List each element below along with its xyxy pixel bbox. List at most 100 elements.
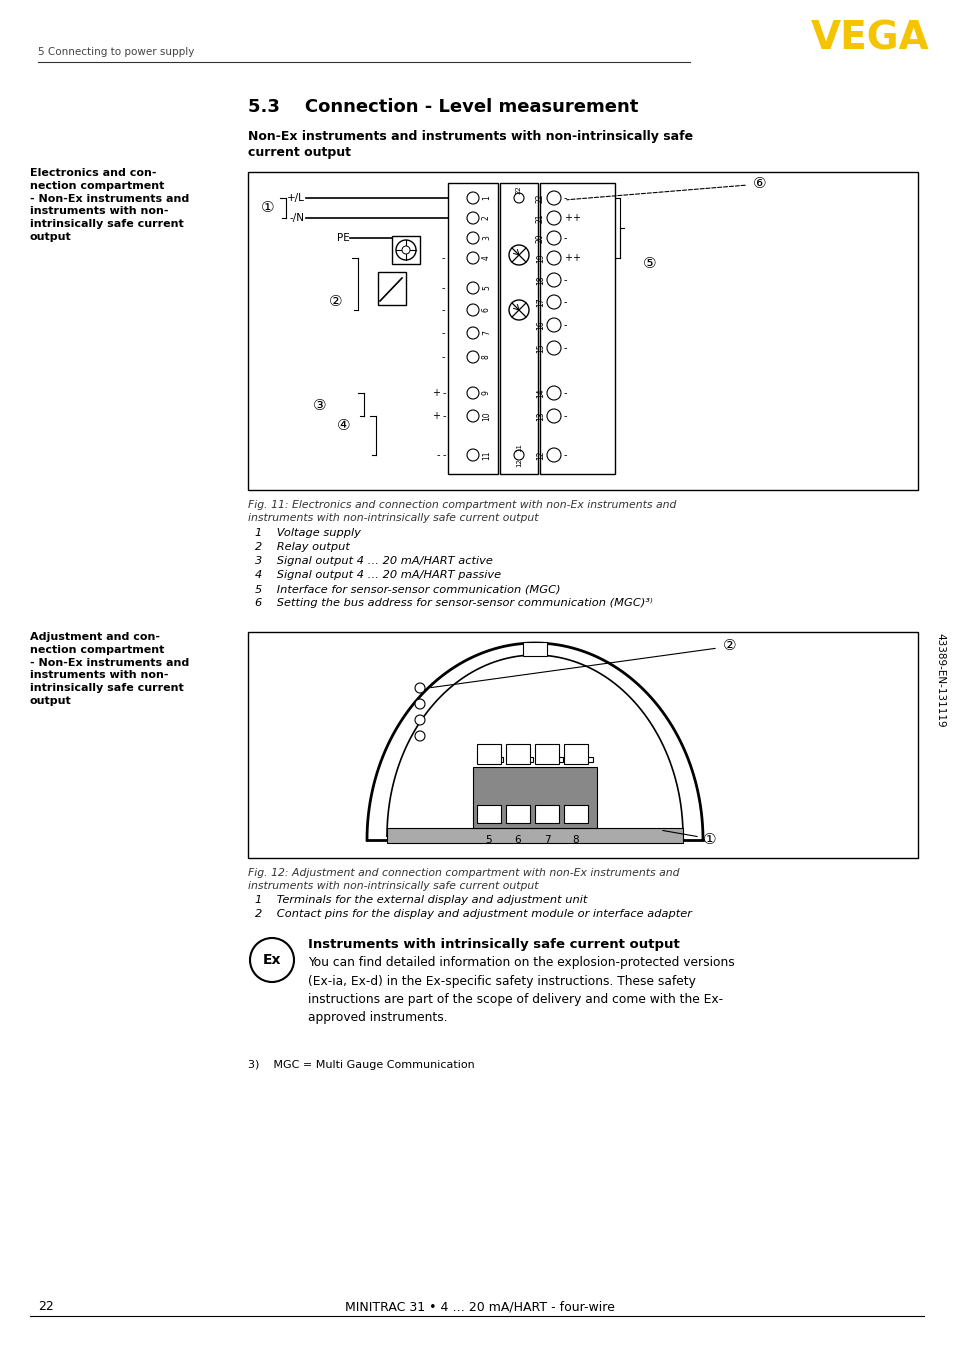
Bar [387,829,682,844]
Circle shape [467,410,478,422]
Text: +: + [563,253,572,263]
Bar [473,766,597,829]
Text: 12: 12 [536,451,544,460]
Circle shape [546,318,560,332]
Circle shape [546,232,560,245]
Text: 2    Contact pins for the display and adjustment module or interface adapter: 2 Contact pins for the display and adjus… [254,909,691,919]
Text: Instruments with intrinsically safe current output: Instruments with intrinsically safe curr… [308,938,679,951]
Text: 2: 2 [481,215,491,221]
Text: -: - [442,450,446,460]
Text: 1    Terminals for the external display and adjustment unit: 1 Terminals for the external display and… [254,895,587,904]
Text: -: - [441,283,444,292]
Text: +: + [572,253,579,263]
Circle shape [467,192,478,204]
Text: Ex: Ex [262,953,281,967]
Text: 7: 7 [481,330,491,336]
Text: -: - [442,412,446,421]
Circle shape [514,450,523,460]
Text: 6    Setting the bus address for sensor-sensor communication (MGC)³⁾: 6 Setting the bus address for sensor-sen… [254,598,652,608]
Text: ②: ② [329,295,342,310]
Text: 15: 15 [536,343,544,353]
Text: 12: 12 [516,459,521,467]
Text: 1: 1 [481,195,491,200]
Text: ③: ③ [313,398,327,413]
Text: 22: 22 [516,185,521,195]
Text: -: - [442,389,446,398]
Circle shape [415,731,424,741]
Text: 1    Voltage supply: 1 Voltage supply [254,528,360,538]
Text: 20: 20 [536,233,544,242]
Circle shape [467,351,478,363]
Text: 6: 6 [481,307,491,313]
Text: -/N: -/N [290,213,305,223]
Circle shape [395,240,416,260]
Circle shape [546,386,560,399]
Text: 5 Connecting to power supply: 5 Connecting to power supply [38,47,194,57]
Text: 5    Interface for sensor-sensor communication (MGC): 5 Interface for sensor-sensor communicat… [254,584,560,594]
Text: ②: ② [722,639,736,654]
Bar [537,757,562,762]
Text: 13: 13 [536,412,544,421]
Bar [539,183,615,474]
Bar [377,272,406,305]
Text: 6: 6 [515,835,520,845]
Text: Fig. 12: Adjustment and connection compartment with non-Ex instruments and
instr: Fig. 12: Adjustment and connection compa… [248,868,679,891]
Text: -: - [441,352,444,362]
Text: 8: 8 [572,835,578,845]
Circle shape [546,250,560,265]
Text: 2    Relay output: 2 Relay output [254,542,350,552]
Circle shape [546,409,560,422]
Text: 4    Signal output 4 … 20 mA/HART passive: 4 Signal output 4 … 20 mA/HART passive [254,570,500,580]
Bar [535,806,558,823]
Text: -: - [563,450,567,460]
Bar [535,743,558,764]
Text: 9: 9 [481,390,491,395]
Text: -: - [563,233,567,242]
Circle shape [546,295,560,309]
Bar [563,806,587,823]
Text: You can find detailed information on the explosion-protected versions
(Ex-ia, Ex: You can find detailed information on the… [308,956,734,1025]
Text: -: - [563,320,567,330]
Text: 18: 18 [536,275,544,284]
Text: -: - [563,297,567,307]
Text: ④: ④ [336,417,351,432]
Bar [505,806,530,823]
Circle shape [546,274,560,287]
Circle shape [509,245,529,265]
Text: -: - [563,343,567,353]
Bar [505,743,530,764]
Bar [499,183,537,474]
Circle shape [509,301,529,320]
Text: 22: 22 [38,1300,53,1313]
Bar [248,632,917,858]
Text: 3)    MGC = Multi Gauge Communication: 3) MGC = Multi Gauge Communication [248,1060,475,1070]
Circle shape [401,246,410,255]
Text: +: + [563,213,572,223]
Text: 5: 5 [481,286,491,291]
Circle shape [467,252,478,264]
Text: 21: 21 [536,213,544,223]
Circle shape [250,938,294,982]
Text: -: - [441,305,444,315]
Text: ①: ① [702,833,716,848]
Circle shape [546,448,560,462]
Text: +/L: +/L [287,194,305,203]
Text: 19: 19 [536,253,544,263]
Circle shape [467,387,478,399]
Text: -: - [563,194,567,203]
Bar [476,806,500,823]
Text: -: - [436,450,439,460]
Text: 10: 10 [481,412,491,421]
Circle shape [415,715,424,724]
Text: +: + [432,412,439,421]
Text: 3    Signal output 4 … 20 mA/HART active: 3 Signal output 4 … 20 mA/HART active [254,556,493,566]
Text: -: - [563,275,567,284]
Text: ⑤: ⑤ [642,256,656,271]
Circle shape [415,682,424,693]
Text: +: + [432,389,439,398]
Text: 43389-EN-131119: 43389-EN-131119 [934,632,944,727]
Text: VEGA: VEGA [810,19,928,57]
Bar [476,743,500,764]
Text: 3: 3 [481,236,491,241]
Bar [448,183,497,474]
